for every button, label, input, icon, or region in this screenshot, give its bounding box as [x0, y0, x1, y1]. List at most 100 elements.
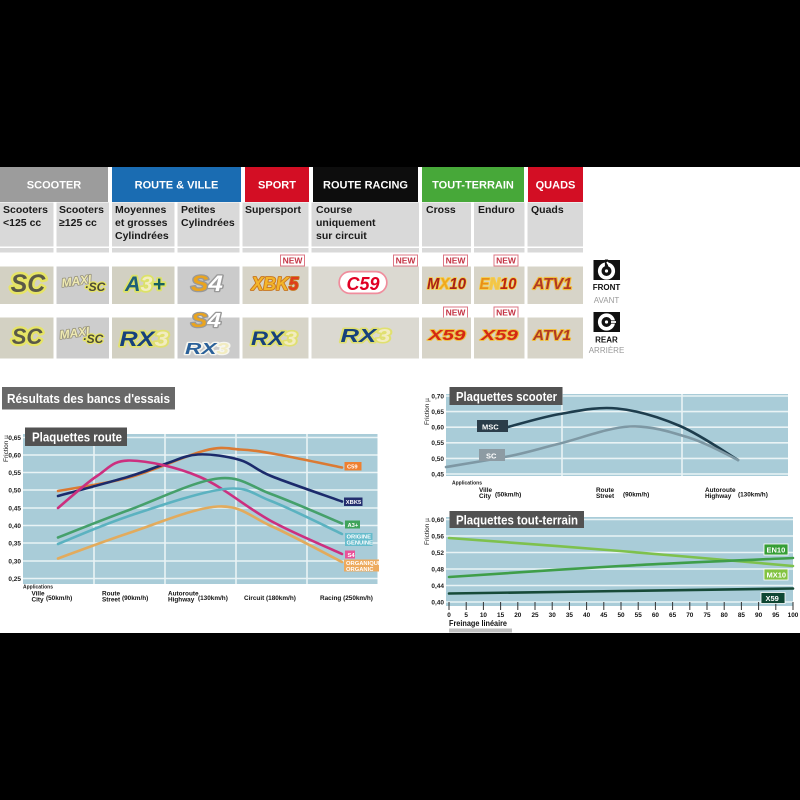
svg-text:ORIGINE: ORIGINE [347, 535, 372, 541]
svg-text:25: 25 [531, 612, 539, 619]
svg-text:AVANT: AVANT [594, 296, 620, 305]
svg-text:65: 65 [669, 612, 677, 619]
svg-text:ROUTE & VILLE: ROUTE & VILLE [135, 180, 219, 192]
svg-text:55: 55 [635, 612, 643, 619]
svg-text:Highway: Highway [705, 493, 732, 500]
svg-text:Racing (250km/h): Racing (250km/h) [320, 595, 373, 602]
svg-text:(50km/h): (50km/h) [495, 492, 521, 499]
svg-text:0,65: 0,65 [8, 435, 21, 442]
svg-text:0,35: 0,35 [8, 541, 21, 548]
svg-text:ORGANIC: ORGANIC [346, 567, 374, 573]
svg-text:75: 75 [703, 612, 711, 619]
svg-text:80: 80 [721, 612, 729, 619]
svg-text:0,65: 0,65 [431, 409, 444, 416]
svg-text:0,40: 0,40 [8, 523, 21, 530]
svg-text:sur circuit: sur circuit [316, 230, 367, 242]
svg-text:ROUTE RACING: ROUTE RACING [323, 180, 408, 192]
svg-text:Scooters: Scooters [3, 204, 48, 216]
svg-text:Highway: Highway [168, 597, 195, 604]
svg-text:0,40: 0,40 [431, 600, 444, 607]
svg-text:20: 20 [514, 612, 522, 619]
svg-text:<125 cc: <125 cc [3, 217, 41, 229]
svg-text:Freinage linéaire: Freinage linéaire [449, 619, 507, 628]
svg-text:Plaquettes route: Plaquettes route [32, 431, 122, 445]
svg-text:MX10: MX10 [427, 276, 466, 293]
svg-text:·SC: ·SC [83, 332, 104, 346]
svg-text:0,30: 0,30 [8, 559, 21, 566]
svg-text:Circuit (180km/h): Circuit (180km/h) [244, 595, 296, 602]
svg-text:Ville: Ville [32, 591, 45, 598]
svg-text:0,50: 0,50 [431, 456, 444, 463]
svg-text:QUADS: QUADS [536, 180, 576, 192]
svg-text:0,44: 0,44 [431, 583, 444, 590]
svg-text:MAXI: MAXI [61, 272, 93, 290]
svg-text:Street: Street [102, 597, 121, 604]
svg-text:FRONT: FRONT [593, 283, 621, 292]
svg-text:(50km/h): (50km/h) [46, 595, 72, 602]
svg-text:EN10: EN10 [480, 276, 517, 293]
svg-text:0,48: 0,48 [431, 567, 444, 574]
svg-text:A3+: A3+ [348, 523, 359, 529]
svg-text:REAR: REAR [595, 336, 618, 345]
svg-text:0,55: 0,55 [431, 440, 444, 447]
svg-text:RX3: RX 3 [251, 329, 298, 350]
svg-text:Cylindrées: Cylindrées [181, 217, 235, 229]
svg-text:0,45: 0,45 [8, 506, 21, 513]
svg-text:(90km/h): (90km/h) [623, 492, 649, 499]
svg-text:15: 15 [497, 612, 505, 619]
svg-text:0,45: 0,45 [431, 472, 444, 479]
svg-text:0,50: 0,50 [8, 488, 21, 495]
svg-text:0,25: 0,25 [8, 576, 21, 583]
svg-text:NEW: NEW [496, 308, 517, 318]
svg-text:A3+: A3+ [124, 273, 165, 296]
svg-text:C59: C59 [346, 274, 379, 294]
svg-text:50: 50 [617, 612, 625, 619]
svg-text:(90km/h): (90km/h) [122, 595, 148, 602]
svg-text:SPORT: SPORT [258, 180, 296, 192]
svg-text:SC: SC [11, 270, 47, 298]
svg-text:X59: X59 [480, 327, 519, 344]
svg-text:Quads: Quads [531, 204, 564, 216]
svg-text:ATV1: ATV1 [532, 327, 571, 344]
svg-text:0,60: 0,60 [431, 517, 444, 524]
svg-text:S4: S4 [348, 553, 356, 559]
svg-text:NEW: NEW [283, 256, 304, 266]
svg-text:Autoroute: Autoroute [705, 487, 736, 494]
svg-text:Ville: Ville [479, 487, 492, 494]
svg-text:10: 10 [480, 612, 488, 619]
svg-text:XBK5: XBK5 [346, 500, 362, 506]
svg-text:40: 40 [583, 612, 591, 619]
svg-text:Route: Route [102, 591, 121, 598]
svg-text:95: 95 [772, 612, 780, 619]
svg-text:Cylindrées: Cylindrées [115, 230, 169, 242]
svg-text:0,55: 0,55 [8, 470, 21, 477]
svg-text:NEW: NEW [446, 308, 467, 318]
svg-text:X59: X59 [766, 594, 779, 603]
svg-text:45: 45 [600, 612, 608, 619]
svg-text:Cross: Cross [426, 204, 456, 216]
svg-text:X59: X59 [427, 327, 466, 344]
svg-text:Résultats des bancs d'essais: Résultats des bancs d'essais [7, 391, 170, 406]
svg-text:ORGANIQUE: ORGANIQUE [346, 561, 382, 567]
svg-text:≥125 cc: ≥125 cc [59, 217, 97, 229]
svg-text:Applications: Applications [23, 585, 53, 591]
svg-text:NEW: NEW [396, 256, 417, 266]
svg-text:MX10: MX10 [767, 571, 787, 580]
svg-text:0,60: 0,60 [431, 425, 444, 432]
svg-text:RX3: RX 3 [185, 341, 229, 358]
svg-text:Petites: Petites [181, 204, 216, 216]
svg-text:ARRIÈRE: ARRIÈRE [589, 346, 625, 355]
svg-text:Enduro: Enduro [478, 204, 515, 216]
svg-text:ATV1: ATV1 [532, 276, 572, 293]
svg-text:NEW: NEW [496, 256, 517, 266]
svg-text:TOUT-TERRAIN: TOUT-TERRAIN [432, 180, 514, 192]
svg-text:90: 90 [755, 612, 763, 619]
svg-text:Moyennes: Moyennes [115, 204, 167, 216]
svg-text:(130km/h): (130km/h) [738, 492, 768, 499]
svg-text:EN10: EN10 [767, 546, 786, 555]
svg-text:Scooters: Scooters [59, 204, 104, 216]
svg-text:0,56: 0,56 [431, 534, 444, 541]
svg-text:60: 60 [652, 612, 660, 619]
svg-text:et grosses: et grosses [115, 217, 168, 229]
svg-text:Plaquettes tout-terrain: Plaquettes tout-terrain [456, 514, 578, 528]
